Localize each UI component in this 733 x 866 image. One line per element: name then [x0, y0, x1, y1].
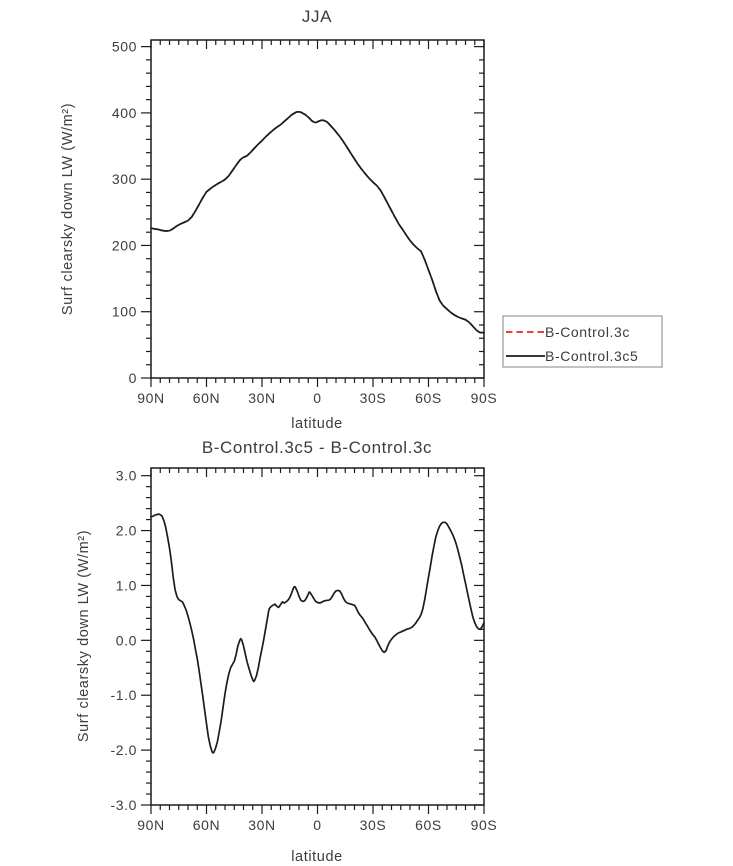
- y-tick-label: 2.0: [116, 523, 137, 539]
- series-line-b-control-3c5-b-control-3c: [150, 513, 485, 754]
- bottom-chart-xaxis-label: latitude: [291, 849, 343, 865]
- top-chart-xaxis-label: latitude: [291, 416, 343, 432]
- top-chart-panel: JJA 90N 60N 30N 0 30S 60S 90S0100200300400500 …: [60, 7, 497, 432]
- y-tick-label: -1.0: [110, 687, 137, 703]
- x-tick-label: 90N: [137, 390, 164, 406]
- top-chart-yaxis-label: Surf clearsky down LW (W/m²): [60, 103, 76, 315]
- y-tick-label: 0: [129, 370, 137, 386]
- y-tick-label: 3.0: [116, 468, 137, 484]
- x-tick-label: 30N: [248, 817, 275, 833]
- plot-frame: [150, 39, 485, 379]
- bottom-chart-series: [150, 513, 485, 754]
- series-line-b-control-3c5: [150, 111, 485, 334]
- x-tick-label: 0: [313, 817, 321, 833]
- y-tick-label: 500: [112, 39, 137, 55]
- plot-frame: [150, 467, 485, 806]
- y-tick-label: 100: [112, 304, 137, 320]
- bottom-chart-yaxis-label: Surf clearsky down LW (W/m²): [76, 530, 92, 742]
- x-tick-label: 60N: [193, 817, 220, 833]
- top-chart-title: JJA: [302, 7, 332, 26]
- y-tick-label: 300: [112, 171, 137, 187]
- y-tick-label: 200: [112, 237, 137, 253]
- series-line-b-control-3c: [150, 111, 485, 334]
- x-tick-label: 90S: [471, 817, 498, 833]
- y-tick-label: 0.0: [116, 632, 137, 648]
- x-tick-label: 90S: [471, 390, 498, 406]
- y-tick-label: 400: [112, 105, 137, 121]
- y-tick-label: -3.0: [110, 797, 137, 813]
- x-tick-label: 0: [313, 390, 321, 406]
- legend-entry-label: B-Control.3c: [545, 324, 630, 340]
- legend-box: [502, 315, 663, 368]
- bottom-chart-axes: 90N 60N 30N 0 30S 60S 90S 3.0 2.0 1.0 0.0 -1.0 -2.0 -…: [110, 467, 498, 833]
- x-tick-label: 60N: [193, 390, 220, 406]
- legend: B-Control.3c B-Control.3c5: [502, 315, 663, 368]
- x-tick-label: 30S: [360, 817, 387, 833]
- x-tick-label: 60S: [415, 390, 442, 406]
- x-tick-label: 90N: [137, 817, 164, 833]
- legend-entry-label: B-Control.3c5: [545, 348, 638, 364]
- bottom-chart-title: B-Control.3c5 - B-Control.3c: [202, 438, 432, 457]
- x-tick-label: 30S: [360, 390, 387, 406]
- bottom-chart-panel: B-Control.3c5 - B-Control.3c 90N 60N 30N 0 3…: [76, 438, 497, 865]
- x-tick-label: 30N: [248, 390, 275, 406]
- y-tick-label: 1.0: [116, 577, 137, 593]
- y-tick-label: -2.0: [110, 742, 137, 758]
- top-chart-series: [150, 111, 485, 334]
- x-tick-label: 60S: [415, 817, 442, 833]
- top-chart-axes: 90N 60N 30N 0 30S 60S 90S 0 100 200 300 400 500: [112, 39, 498, 406]
